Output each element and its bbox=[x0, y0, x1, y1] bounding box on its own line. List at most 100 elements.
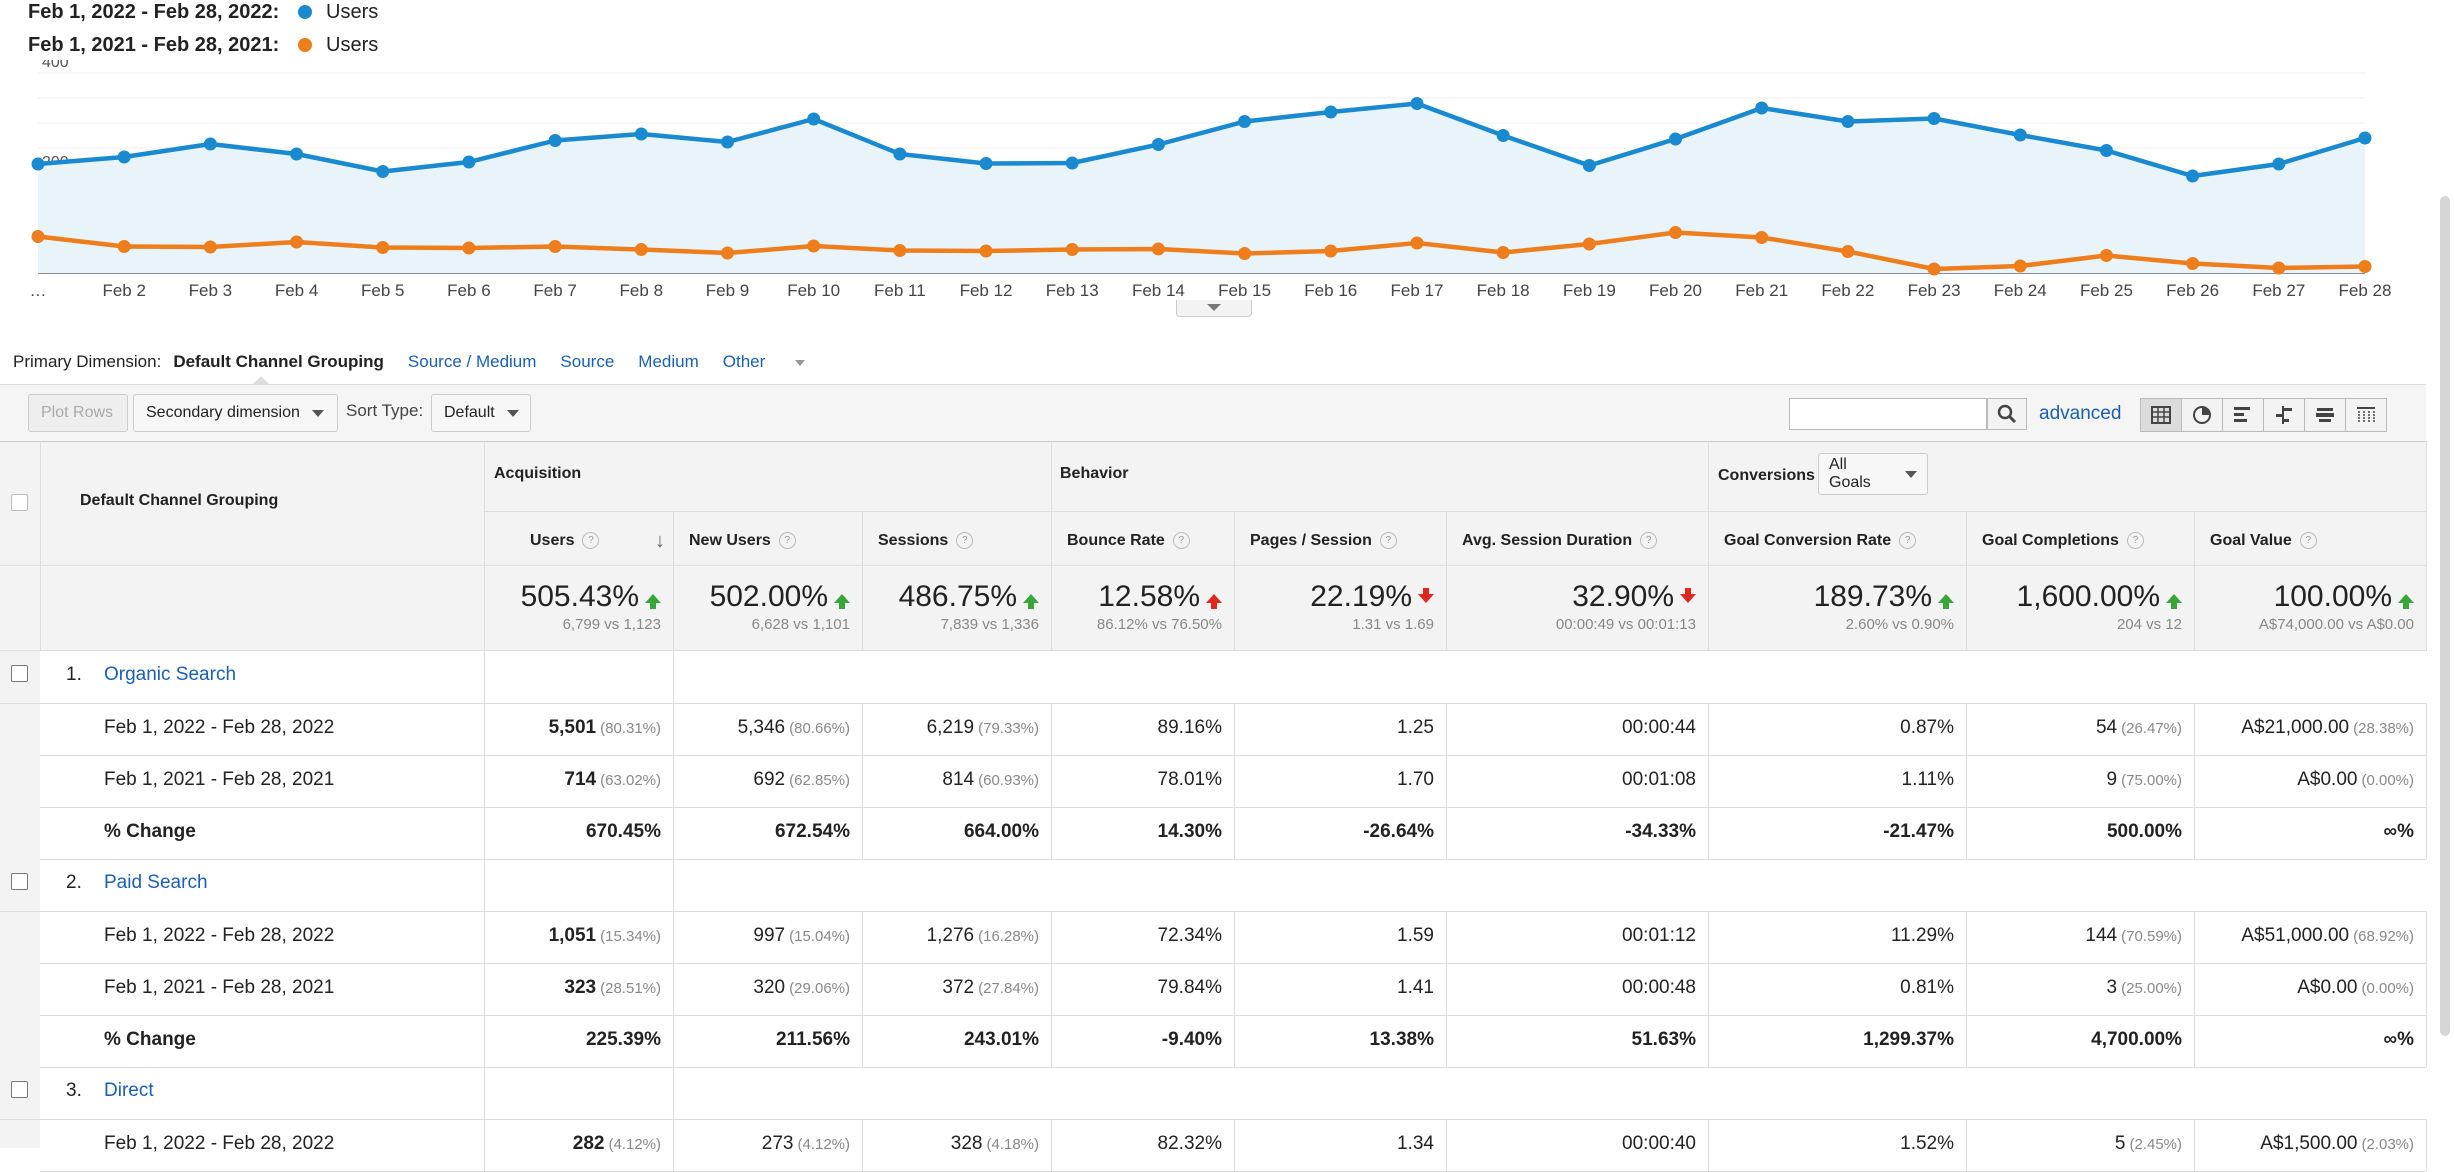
date-range-label: Feb 1, 2021 - Feb 28, 2021 bbox=[104, 769, 335, 790]
column-divider bbox=[2426, 963, 2427, 1015]
help-icon[interactable]: ? bbox=[1172, 532, 1190, 550]
cell-share: (4.12%) bbox=[608, 1136, 661, 1153]
column-divider bbox=[2194, 911, 2195, 963]
column-divider bbox=[484, 1015, 485, 1067]
sort-type-dropdown[interactable]: Default bbox=[431, 394, 531, 432]
legend-range-current: Feb 1, 2022 - Feb 28, 2022: bbox=[28, 0, 280, 23]
cell-new-users: 320 (29.06%) bbox=[673, 977, 850, 999]
column-header-goal-value[interactable]: Goal Value? bbox=[2210, 532, 2317, 550]
pie-chart-icon bbox=[2193, 406, 2211, 424]
row-checkbox[interactable] bbox=[11, 873, 28, 890]
column-header-goal-conversion-rate[interactable]: Goal Conversion Rate? bbox=[1724, 532, 1917, 550]
cell-new-users: 672.54% bbox=[673, 821, 850, 843]
dimension-medium[interactable]: Medium bbox=[638, 352, 699, 371]
cell-new-users: 5,346 (80.66%) bbox=[673, 717, 850, 739]
cell-bounce-rate: 82.32% bbox=[1051, 1133, 1222, 1155]
dimension-column-header[interactable]: Default Channel Grouping bbox=[80, 492, 279, 509]
cell-users: 670.45% bbox=[484, 821, 661, 843]
cell-goal-value: A$0.00 (0.00%) bbox=[2194, 977, 2414, 999]
pivot-view-button[interactable] bbox=[2345, 398, 2387, 432]
total-change-percent: 100.00% bbox=[2273, 580, 2392, 613]
column-divider bbox=[484, 963, 485, 1015]
search-button[interactable] bbox=[1987, 398, 2027, 430]
column-header-sessions[interactable]: Sessions? bbox=[878, 532, 974, 550]
cell-value: ∞% bbox=[2383, 1029, 2414, 1050]
total-comparison: 1.31 vs 1.69 bbox=[1352, 616, 1434, 633]
column-divider bbox=[2194, 755, 2195, 807]
dimension-source[interactable]: Source bbox=[560, 352, 615, 371]
column-header-pages-per-session[interactable]: Pages / Session? bbox=[1250, 532, 1397, 550]
channel-link-paid-search[interactable]: Paid Search bbox=[104, 872, 208, 893]
performance-view-button[interactable] bbox=[2222, 398, 2264, 432]
row-checkbox[interactable] bbox=[11, 665, 28, 682]
channel-link-organic-search[interactable]: Organic Search bbox=[104, 664, 237, 685]
cell-value: 13.38% bbox=[1369, 1029, 1434, 1050]
row-checkbox[interactable] bbox=[11, 1081, 28, 1098]
cell-value: 79.84% bbox=[1157, 977, 1222, 998]
secondary-dimension-dropdown[interactable]: Secondary dimension bbox=[133, 394, 338, 432]
column-divider bbox=[862, 911, 863, 963]
column-divider bbox=[1446, 1015, 1447, 1067]
column-header-goal-completions[interactable]: Goal Completions? bbox=[1982, 532, 2144, 550]
dimension-source-medium[interactable]: Source / Medium bbox=[407, 352, 537, 371]
pie-view-button[interactable] bbox=[2181, 398, 2223, 432]
select-all-checkbox[interactable] bbox=[11, 494, 28, 511]
channel-link-direct[interactable]: Direct bbox=[104, 1080, 154, 1101]
cell-sessions: 814 (60.93%) bbox=[862, 769, 1039, 791]
help-icon[interactable]: ? bbox=[956, 532, 974, 550]
cell-value: 282 bbox=[572, 1133, 605, 1154]
column-divider bbox=[2426, 1119, 2427, 1171]
cell-users: 323 (28.51%) bbox=[484, 977, 661, 999]
column-header-users[interactable]: Users? ↓ bbox=[530, 530, 665, 552]
data-point-previous bbox=[1324, 244, 1338, 258]
cell-value: 225.39% bbox=[585, 1029, 661, 1050]
x-tick-label: Feb 17 bbox=[1390, 281, 1443, 300]
column-header-avg-session-duration[interactable]: Avg. Session Duration? bbox=[1462, 532, 1658, 550]
cell-value: 1.59 bbox=[1397, 925, 1434, 946]
plot-rows-button[interactable]: Plot Rows bbox=[28, 394, 128, 432]
cell-value: 1.41 bbox=[1397, 977, 1434, 998]
page-scrollbar[interactable] bbox=[2440, 196, 2450, 1036]
date-range-label: Feb 1, 2022 - Feb 28, 2022 bbox=[104, 925, 335, 946]
table-view-button[interactable] bbox=[2140, 398, 2182, 432]
column-header-bounce-rate[interactable]: Bounce Rate? bbox=[1067, 532, 1190, 550]
column-divider bbox=[673, 1015, 674, 1067]
data-point-previous bbox=[1238, 247, 1252, 260]
term-cloud-view-button[interactable] bbox=[2304, 398, 2346, 432]
help-icon[interactable]: ? bbox=[2126, 532, 2144, 550]
cell-value: 211.56% bbox=[776, 1029, 850, 1050]
cell-goal-conversion-rate: -21.47% bbox=[1708, 821, 1954, 843]
cell-share: (27.84%) bbox=[978, 980, 1039, 997]
column-divider bbox=[1708, 511, 1709, 651]
cell-goal-completions: 54 (26.47%) bbox=[1966, 717, 2182, 739]
column-divider bbox=[484, 441, 485, 651]
dimension-default-channel-grouping[interactable]: Default Channel Grouping bbox=[173, 352, 384, 371]
help-icon[interactable]: ? bbox=[1899, 532, 1917, 550]
acquisition-group-header: Acquisition bbox=[494, 465, 582, 482]
help-icon[interactable]: ? bbox=[1379, 532, 1397, 550]
help-icon[interactable]: ? bbox=[778, 532, 796, 550]
total-comparison: A$74,000.00 vs A$0.00 bbox=[2258, 616, 2414, 633]
column-header-new-users[interactable]: New Users? bbox=[689, 532, 796, 550]
table-search-input[interactable] bbox=[1789, 398, 1987, 430]
advanced-filter-link[interactable]: advanced bbox=[2039, 403, 2122, 424]
column-divider bbox=[1446, 1119, 1447, 1171]
column-divider bbox=[862, 511, 863, 651]
arrow-up-green-icon bbox=[1023, 593, 1039, 609]
cell-value: 372 bbox=[942, 977, 975, 998]
table-grid-icon bbox=[2151, 406, 2171, 424]
column-divider bbox=[1446, 807, 1447, 859]
help-icon[interactable]: ? bbox=[582, 532, 600, 550]
goals-select-dropdown[interactable]: All Goals bbox=[1818, 453, 1928, 495]
chart-collapse-toggle[interactable] bbox=[1176, 300, 1252, 317]
primary-dimension-label: Primary Dimension: bbox=[13, 352, 162, 371]
row-number: 3. bbox=[66, 1080, 82, 1101]
cell-value: 1.11% bbox=[1901, 769, 1954, 790]
help-icon[interactable]: ? bbox=[2299, 532, 2317, 550]
column-divider bbox=[2194, 1119, 2195, 1171]
cell-goal-conversion-rate: 1.11% bbox=[1708, 769, 1954, 791]
cell-value: 814 bbox=[942, 769, 975, 790]
comparison-view-button[interactable] bbox=[2263, 398, 2305, 432]
help-icon[interactable]: ? bbox=[1640, 532, 1658, 550]
dimension-other[interactable]: Other bbox=[723, 352, 830, 372]
